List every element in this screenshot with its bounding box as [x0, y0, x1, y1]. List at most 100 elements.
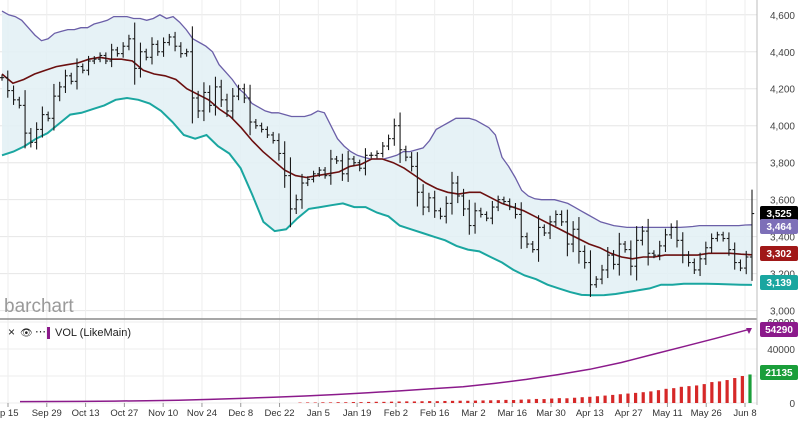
volume-bar — [642, 392, 645, 403]
volume-bar — [390, 402, 393, 403]
badge-volume: 21135 — [760, 365, 798, 380]
time-tick-label: Feb 2 — [384, 408, 408, 419]
volume-bar — [611, 395, 614, 403]
volume-bar — [726, 380, 729, 403]
time-tick-label: Feb 16 — [420, 408, 450, 419]
time-tick-label: Apr 13 — [576, 408, 604, 419]
bb-upper-badge: 3,464 — [766, 222, 791, 233]
volume-bar — [596, 396, 599, 403]
last-price-badge: 3,525 — [766, 209, 791, 220]
time-tick-label: Oct 13 — [72, 408, 100, 419]
volume-panel-title: VOL (LikeMain) — [55, 327, 131, 339]
volume-bar — [428, 401, 431, 403]
volume-bar — [306, 402, 309, 403]
volume-bar — [748, 374, 751, 403]
volume-bar — [367, 402, 370, 403]
time-tick-label: Mar 16 — [497, 408, 527, 419]
vol-ma-badge: 54290 — [765, 325, 793, 336]
time-tick-label: Nov 10 — [148, 408, 178, 419]
time-tick-label: Nov 24 — [187, 408, 217, 419]
close-icon[interactable]: × — [8, 325, 15, 339]
volume-bar — [680, 387, 683, 403]
volume-bar — [718, 381, 721, 403]
badge-bb-middle: 3,302 — [760, 246, 798, 261]
volume-bar — [466, 401, 469, 403]
volume-bar — [344, 402, 347, 403]
volume-tick-label: 40000 — [767, 345, 795, 356]
volume-bar — [481, 400, 484, 403]
volume-tick-label: 0 — [789, 399, 795, 410]
time-tick-label: Oct 27 — [110, 408, 138, 419]
price-axis: 3,0003,2003,4003,6003,8004,0004,2004,400… — [770, 11, 795, 318]
volume-bar — [665, 389, 668, 403]
price-tick-label: 3,600 — [770, 196, 795, 207]
time-tick-label: Jun 8 — [733, 408, 756, 419]
volume-bar — [489, 400, 492, 403]
volume-bar — [550, 399, 553, 403]
price-tick-label: 4,200 — [770, 85, 795, 96]
volume-bar — [504, 400, 507, 403]
badge-bb-upper: 3,464 — [760, 219, 798, 234]
volume-bar — [695, 385, 698, 403]
volume-panel-header: × 👁 ⋯ VOL (LikeMain) — [8, 325, 131, 339]
volume-bar — [398, 402, 401, 403]
volume-bar — [649, 391, 652, 403]
volume-bar — [687, 386, 690, 403]
volume-bar — [443, 401, 446, 403]
price-tick-label: 3,400 — [770, 233, 795, 244]
volume-bar — [520, 400, 523, 403]
volume-bar — [535, 399, 538, 403]
price-tick-label: 3,000 — [770, 307, 795, 318]
time-tick-label: Dec 8 — [228, 408, 253, 419]
time-tick-label: Sep 29 — [32, 408, 62, 419]
volume-bar — [565, 398, 568, 403]
volume-bar — [741, 376, 744, 403]
volume-bar — [375, 402, 378, 403]
volume-badge: 21135 — [765, 368, 793, 379]
volume-bar — [527, 399, 530, 403]
price-tick-label: 4,600 — [770, 11, 795, 22]
volume-bar — [619, 394, 622, 403]
price-tick-label: 4,400 — [770, 48, 795, 59]
volume-bar — [634, 393, 637, 403]
badge-bb-lower: 3,139 — [760, 275, 798, 290]
volume-bar — [474, 401, 477, 403]
volume-bar — [703, 384, 706, 403]
volume-bar — [542, 399, 545, 403]
volume-bar — [359, 402, 362, 403]
badge-vol-ma: 54290 — [760, 322, 798, 337]
volume-bar — [581, 397, 584, 403]
volume-bar — [672, 388, 675, 403]
time-tick-label: p 15 — [0, 408, 19, 419]
volume-bar — [451, 401, 454, 403]
bb-middle-badge: 3,302 — [766, 249, 791, 260]
price-tick-label: 4,000 — [770, 122, 795, 133]
volume-bar — [626, 394, 629, 403]
time-tick-label: May 11 — [652, 408, 682, 419]
volume-bar — [497, 400, 500, 403]
volume-bar — [382, 402, 385, 403]
more-icon[interactable]: ⋯ — [35, 326, 46, 338]
volume-bar — [436, 401, 439, 403]
price-tick-label: 3,800 — [770, 159, 795, 170]
volume-bar — [588, 397, 591, 403]
vol-ma-legend-swatch — [47, 327, 50, 339]
bb-lower-badge: 3,139 — [766, 278, 791, 289]
volume-bar — [420, 401, 423, 403]
volume-bar — [657, 390, 660, 403]
volume-bar — [603, 396, 606, 403]
time-tick-label: Jan 19 — [343, 408, 372, 419]
volume-bar — [352, 402, 355, 403]
volume-bar — [459, 401, 462, 403]
volume-ma-line — [20, 330, 748, 402]
time-tick-label: Dec 22 — [264, 408, 294, 419]
volume-bar — [329, 402, 332, 403]
time-tick-label: Apr 27 — [615, 408, 643, 419]
time-tick-label: Mar 30 — [536, 408, 566, 419]
volume-bar — [558, 398, 561, 403]
volume-bar — [512, 400, 515, 403]
volume-bar — [573, 398, 576, 403]
eye-icon[interactable]: 👁 — [20, 328, 33, 339]
